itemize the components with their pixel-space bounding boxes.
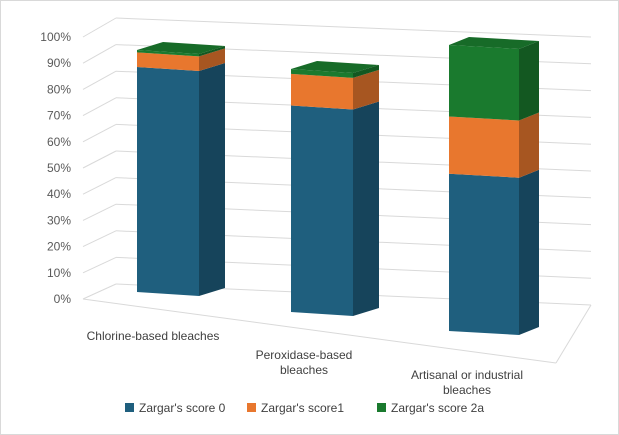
bar-segment-front [449, 116, 519, 178]
gridline-side [82, 44, 117, 64]
gridline-side [82, 230, 117, 248]
bar-segment-front [291, 69, 353, 78]
category-label: Artisanal or industrial bleaches [411, 368, 523, 397]
bar-segment-front [449, 45, 519, 121]
y-tick-label: 30% [47, 213, 71, 227]
bar-segment-side [199, 48, 225, 71]
y-tick-label: 100% [40, 30, 71, 44]
bar-segment-top [291, 61, 379, 73]
y-tick-label: 80% [47, 82, 71, 96]
bar-segment-top [449, 37, 539, 49]
bar-segment-side [519, 41, 539, 121]
bar-segment-side [519, 112, 539, 178]
bar-segment-front [291, 73, 353, 110]
y-tick-label: 70% [47, 109, 71, 123]
category-labels: Chlorine-based bleaches Peroxidase-based b… [87, 329, 523, 397]
bar-segment-top [137, 42, 225, 54]
legend-label: Zargar's score 0 [139, 401, 226, 415]
y-tick-label: 40% [47, 187, 71, 201]
legend-swatch [125, 403, 134, 412]
bar-segment-side [353, 69, 379, 110]
gridline-side [82, 203, 117, 221]
gridline-side [82, 177, 117, 195]
category-label: Chlorine-based bleaches [87, 329, 220, 343]
gridline-side [82, 70, 117, 90]
bar-segment-front [137, 50, 199, 57]
gridline-side [82, 17, 117, 38]
bar-segment-side [353, 65, 379, 78]
gridline-side [82, 150, 117, 169]
bar-segment-side [353, 101, 379, 316]
bar-segment-side [199, 62, 225, 296]
legend-swatch [377, 403, 386, 412]
y-tick-label: 20% [47, 240, 71, 254]
y-tick-label: 50% [47, 161, 71, 175]
y-tick-label: 90% [47, 56, 71, 70]
legend-swatch [247, 403, 256, 412]
gridline-side [82, 283, 117, 300]
gridline-back [115, 17, 592, 38]
y-tick-label: 10% [47, 266, 71, 280]
bar-segment-side [519, 169, 539, 335]
bar-segment-side [199, 46, 225, 57]
legend: Zargar's score 0 Zargar's score1 Zargar's … [125, 401, 484, 415]
gridline-side [82, 256, 117, 274]
floor-right-edge [555, 304, 592, 364]
y-axis-ticks: 0% 10% 20% 30% 40% 50% 60% 70% 80% 90% 100% [40, 30, 71, 306]
floor-front-edge [82, 298, 557, 364]
bar-segment-front [449, 173, 519, 335]
bars [137, 37, 539, 335]
category-label: Peroxidase-based bleaches [256, 348, 353, 377]
gridline-side [82, 97, 117, 117]
bar-segment-front [137, 66, 199, 296]
y-tick-label: 0% [54, 292, 72, 306]
legend-label: Zargar's score1 [261, 401, 344, 415]
gridline-side [82, 123, 117, 143]
legend-label: Zargar's score 2a [391, 401, 484, 415]
y-tick-label: 60% [47, 135, 71, 149]
bar-segment-front [291, 105, 353, 316]
bar-segment-front [137, 52, 199, 71]
